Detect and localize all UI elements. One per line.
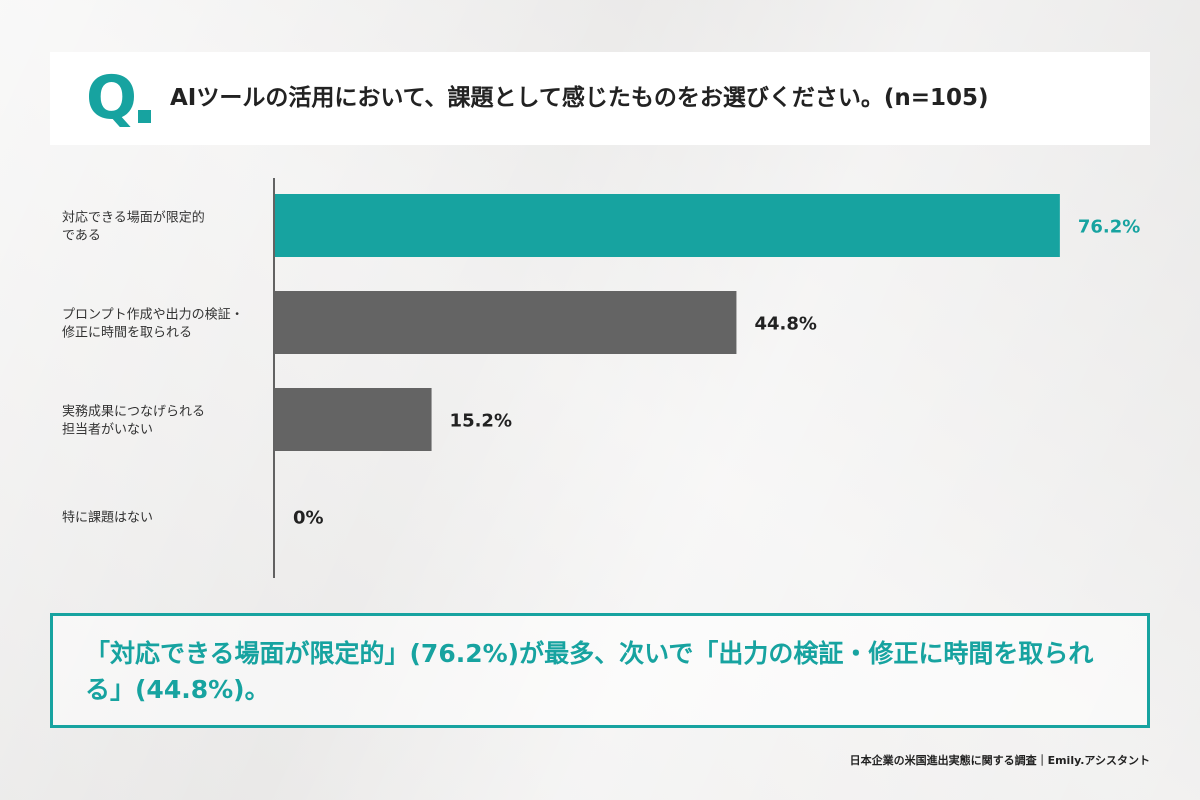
value-label: 76.2% xyxy=(1078,217,1140,238)
horizontal-bar-chart: 対応できる場面が限定的である 76.2% プロンプト作成や出力の検証・修正に時間を取… xyxy=(62,178,1140,578)
category-label: 実務成果につなげられる担当者がいない xyxy=(62,404,205,438)
category-label: プロンプト作成や出力の検証・修正に時間を取られる xyxy=(62,308,244,341)
question-text: AIツールの活用において、課題として感じたものをお選びください。(n=105) xyxy=(170,85,989,111)
category-label: 特に課題はない xyxy=(62,510,153,526)
bars-group: 対応できる場面が限定的である 76.2% プロンプト作成や出力の検証・修正に時間を取… xyxy=(62,194,1140,529)
value-label: 0% xyxy=(293,508,324,529)
source-footer: 日本企業の米国進出実態に関する調査｜Emily.アシスタント xyxy=(849,754,1150,767)
question-mark-dot xyxy=(138,110,151,123)
question-mark: Q xyxy=(86,63,138,133)
value-label: 44.8% xyxy=(754,314,816,335)
value-label: 15.2% xyxy=(450,411,512,432)
summary-box: 「対応できる場面が限定的」(76.2%)が最多、次いで「出力の検証・修正に時間を… xyxy=(50,613,1150,728)
category-label: 対応できる場面が限定的である xyxy=(62,210,205,244)
bar xyxy=(275,194,1060,257)
summary-text: 「対応できる場面が限定的」(76.2%)が最多、次いで「出力の検証・修正に時間を… xyxy=(85,639,1094,704)
bar xyxy=(275,291,737,354)
question-header: Q AIツールの活用において、課題として感じたものをお選びください。(n=105… xyxy=(50,52,1150,145)
bar xyxy=(275,388,432,451)
